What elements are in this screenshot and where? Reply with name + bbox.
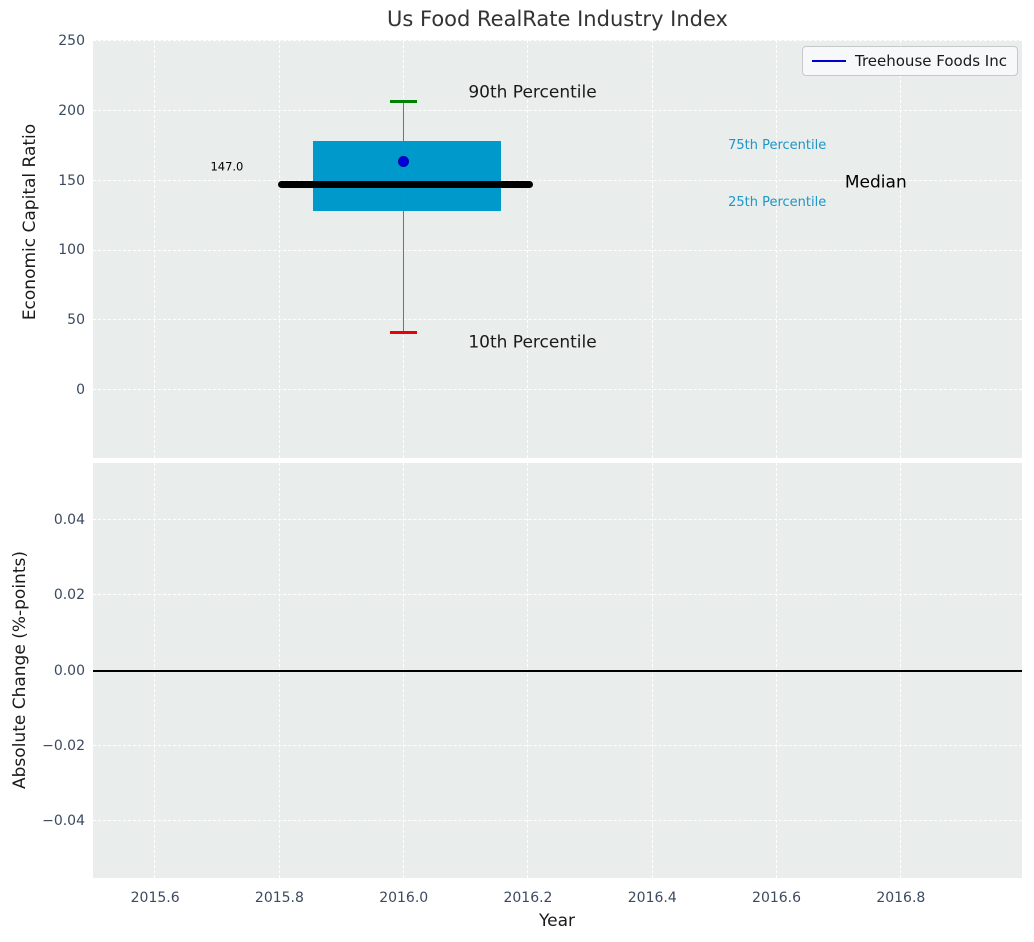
y-tick-label: 200 <box>58 102 85 119</box>
boxplot-box <box>312 141 502 212</box>
y-tick-label: 0.04 <box>53 511 85 528</box>
boxplot-whisker <box>402 101 405 333</box>
legend: Treehouse Foods Inc <box>802 46 1018 76</box>
y-tick-label: −0.04 <box>42 813 85 830</box>
plot-area-bottom <box>93 463 1022 878</box>
x-tick-label: 2015.8 <box>254 890 304 906</box>
gridline-horizontal <box>93 594 1022 596</box>
x-tick-label: 2016.8 <box>876 890 926 906</box>
gridline-horizontal <box>93 519 1022 521</box>
y-tick-label: −0.02 <box>42 737 85 754</box>
gridline-vertical <box>278 40 280 458</box>
x-axis-label: Year <box>539 911 575 931</box>
gridline-horizontal <box>93 745 1022 747</box>
gridline-vertical <box>775 40 777 458</box>
gridline-horizontal <box>93 40 1022 42</box>
boxplot-cap-90th <box>390 99 418 103</box>
gridline-horizontal <box>93 179 1022 181</box>
boxplot-cap-10th <box>390 331 418 335</box>
legend-label: Treehouse Foods Inc <box>855 52 1007 70</box>
p75-percentile-label: 75th Percentile <box>728 137 827 153</box>
gridline-horizontal <box>93 110 1022 112</box>
median-text-label: Median <box>844 173 907 194</box>
x-tick-label: 2016.6 <box>752 890 802 906</box>
x-tick-label: 2016.0 <box>379 890 429 906</box>
x-tick-label: 2016.2 <box>503 890 553 906</box>
gridline-vertical <box>154 40 156 458</box>
y-axis-label-bottom: Absolute Change (%-points) <box>10 551 30 789</box>
y-tick-label: 250 <box>58 32 85 49</box>
chart-title: Us Food RealRate Industry Index <box>387 7 728 31</box>
y-tick-label: 0.00 <box>53 662 85 679</box>
y-tick-label: 150 <box>58 172 85 189</box>
zero-line <box>93 669 1022 672</box>
y-tick-label: 100 <box>58 242 85 259</box>
median-value-label: 147.0 <box>210 159 244 174</box>
y-axis-label-top: Economic Capital Ratio <box>20 123 40 321</box>
gridline-vertical <box>900 40 902 458</box>
plot-area-top: Treehouse Foods Inc 147.0 90th Percentile… <box>93 40 1022 458</box>
gridline-horizontal <box>93 319 1022 321</box>
p10-percentile-label: 10th Percentile <box>468 332 597 353</box>
y-tick-label: 0.02 <box>53 587 85 604</box>
gridline-vertical <box>651 40 653 458</box>
y-tick-label: 50 <box>67 312 85 329</box>
x-tick-label: 2015.6 <box>130 890 180 906</box>
p25-percentile-label: 25th Percentile <box>728 194 827 210</box>
boxplot-median-line <box>278 181 533 189</box>
x-tick-label: 2016.4 <box>627 890 677 906</box>
y-tick-label: 0 <box>76 382 85 398</box>
p90-percentile-label: 90th Percentile <box>468 82 597 103</box>
gridline-horizontal <box>93 820 1022 822</box>
gridline-horizontal <box>93 389 1022 391</box>
legend-line-sample <box>812 60 846 62</box>
company-marker <box>398 155 410 167</box>
gridline-vertical <box>527 40 529 458</box>
gridline-horizontal <box>93 249 1022 251</box>
